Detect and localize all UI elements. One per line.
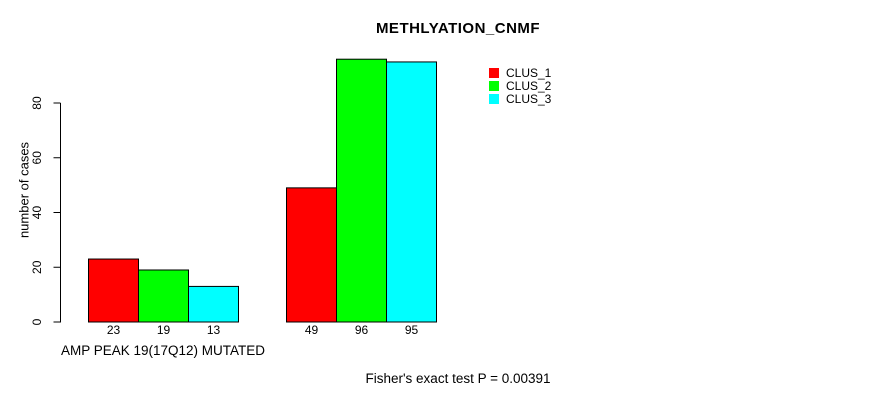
legend-label: CLUS_2: [506, 79, 552, 94]
bar-value-label: 19: [157, 323, 171, 337]
group-label: AMP PEAK 19(17Q12) MUTATED: [61, 343, 265, 358]
legend-label: CLUS_3: [506, 92, 552, 107]
legend-item-clus_2: CLUS_2: [489, 79, 552, 94]
bar-value-label: 49: [305, 323, 319, 337]
legend-swatch-clus_3: [489, 94, 499, 105]
fisher-test-annotation: Fisher's exact test P = 0.00391: [365, 371, 551, 386]
legend-swatch-clus_2: [489, 81, 499, 92]
legend-label: CLUS_1: [506, 65, 552, 80]
chart-title: METHLYATION_CNMF: [375, 20, 541, 37]
bar-clus_3-group1: [386, 61, 437, 323]
bar-clus_3-group0: [188, 285, 239, 323]
bar-value-label: 95: [405, 323, 419, 337]
bar-clus_2-group1: [336, 58, 387, 323]
bar-value-label: 23: [107, 323, 121, 337]
y-axis-tick-label: 60: [30, 151, 44, 165]
bar-value-label: 13: [207, 323, 221, 337]
y-axis-tick-label: 0: [30, 318, 44, 325]
bar-clus_2-group0: [138, 269, 189, 323]
y-axis-tick-label: 40: [30, 206, 44, 220]
bar-value-label: 96: [355, 323, 369, 337]
legend-swatch-clus_1: [489, 67, 499, 78]
y-axis-tick-label: 80: [30, 96, 44, 110]
y-axis-label: number of cases: [16, 141, 32, 239]
y-axis-tick-label: 20: [30, 260, 44, 274]
bar-clus_1-group1: [286, 187, 337, 323]
legend-item-clus_1: CLUS_1: [489, 65, 552, 80]
legend: CLUS_1 CLUS_2 CLUS_3: [489, 66, 551, 106]
legend-item-clus_3: CLUS_3: [489, 92, 552, 107]
bar-clus_1-group0: [88, 258, 139, 323]
